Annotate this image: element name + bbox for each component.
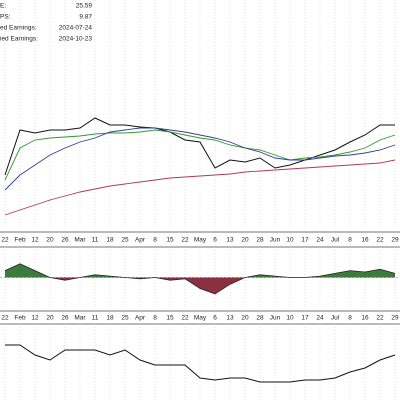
x-tick-label: 18 bbox=[106, 315, 114, 322]
x-tick-label: 18 bbox=[106, 237, 114, 244]
x-tick-label: 26 bbox=[61, 315, 69, 322]
x-tick-label: 24 bbox=[316, 315, 324, 322]
x-tick-label: May bbox=[194, 315, 207, 322]
x-tick-label: 6 bbox=[213, 237, 217, 244]
x-tick-label: 12 bbox=[31, 315, 39, 322]
x-tick-label: 24 bbox=[316, 237, 324, 244]
x-tick-label: 16 bbox=[361, 237, 369, 244]
header-value: 2024-10-23 bbox=[59, 36, 93, 43]
x-tick-label: Feb bbox=[14, 237, 26, 244]
x-tick-label: 20 bbox=[241, 237, 249, 244]
negative-area bbox=[5, 277, 395, 294]
header-label: ed Earnings: bbox=[0, 25, 37, 32]
x-tick-label: 8 bbox=[348, 237, 352, 244]
x-tick-label: 10 bbox=[286, 315, 294, 322]
header-label: E: bbox=[0, 3, 6, 10]
x-tick-label: 22 bbox=[376, 237, 384, 244]
x-tick-label: Feb bbox=[14, 315, 26, 322]
x-tick-label: 8 bbox=[348, 315, 352, 322]
x-tick-label: 22 bbox=[376, 315, 384, 322]
x-tick-label: 11 bbox=[92, 315, 99, 322]
x-tick-label: 25 bbox=[121, 237, 129, 244]
x-tick-label: May bbox=[194, 237, 207, 244]
x-tick-label: 17 bbox=[301, 237, 309, 244]
x-tick-label: 15 bbox=[166, 315, 174, 322]
header-value: 9.87 bbox=[79, 14, 92, 21]
price-line bbox=[4, 117, 395, 176]
x-tick-label: 20 bbox=[46, 237, 54, 244]
positive-area bbox=[5, 263, 395, 278]
x-tick-label: 26 bbox=[61, 237, 69, 244]
x-tick-label: Apr bbox=[135, 315, 146, 322]
x-tick-label: Apr bbox=[135, 237, 146, 244]
lower-indicator-line bbox=[5, 344, 396, 383]
x-tick-label: Jul bbox=[331, 315, 340, 322]
x-tick-label: 16 bbox=[361, 315, 369, 322]
x-tick-label: 13 bbox=[226, 315, 234, 322]
x-tick-label: 28 bbox=[256, 237, 264, 244]
header-label: ied Earnings: bbox=[0, 36, 38, 43]
x-tick-label: 10 bbox=[286, 237, 294, 244]
x-tick-label: 22 bbox=[1, 315, 9, 322]
x-tick-label: Mar bbox=[74, 315, 86, 322]
x-tick-label: 6 bbox=[213, 315, 217, 322]
x-tick-label: 8 bbox=[153, 315, 157, 322]
x-tick-label: 29 bbox=[391, 237, 399, 244]
x-tick-label: Jul bbox=[331, 237, 340, 244]
moving-average-line bbox=[4, 127, 396, 191]
x-tick-label: 13 bbox=[226, 237, 234, 244]
moving-average-line bbox=[4, 159, 396, 216]
x-tick-label: 25 bbox=[121, 315, 129, 322]
x-tick-label: 17 bbox=[301, 315, 309, 322]
x-tick-label: 22 bbox=[1, 237, 9, 244]
header-label: PS: bbox=[0, 14, 11, 21]
x-tick-label: 20 bbox=[241, 315, 249, 322]
header-value: 2024-07-24 bbox=[59, 25, 93, 32]
x-tick-label: 22 bbox=[181, 315, 189, 322]
indicator-line bbox=[4, 263, 396, 295]
x-tick-label: 15 bbox=[166, 237, 174, 244]
x-tick-label: Mar bbox=[74, 237, 86, 244]
x-tick-label: 20 bbox=[46, 315, 54, 322]
x-tick-label: 22 bbox=[181, 237, 189, 244]
x-tick-label: Jun bbox=[270, 315, 281, 322]
x-tick-label: 12 bbox=[31, 237, 39, 244]
x-tick-label: 28 bbox=[256, 315, 264, 322]
x-tick-label: 8 bbox=[153, 237, 157, 244]
moving-average-line bbox=[4, 129, 396, 181]
x-tick-label: Jun bbox=[270, 237, 281, 244]
header-value: 25.59 bbox=[76, 3, 93, 10]
x-tick-label: 29 bbox=[391, 315, 399, 322]
x-tick-label: 11 bbox=[92, 237, 99, 244]
